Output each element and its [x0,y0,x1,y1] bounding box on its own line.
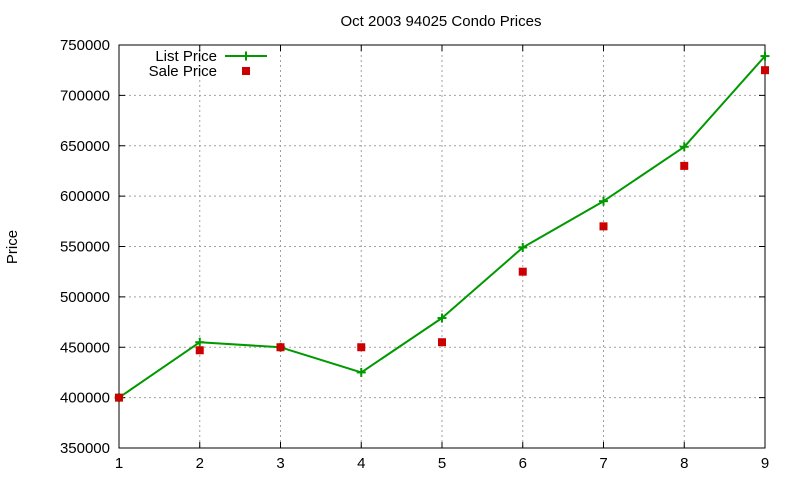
legend-label: Sale Price [149,63,217,80]
axes: 1 2 3 4 5 6 7 8 9 350000 400000 450000 500000 550000 6… [60,37,769,472]
y-tick-label: 650000 [60,138,110,155]
chart-title: Oct 2003 94025 Condo Prices [341,13,542,30]
sale-price-point [518,267,527,276]
x-tick-label: 1 [115,455,123,472]
legend-marker [241,51,251,61]
x-tick-label: 4 [357,455,365,472]
y-tick-label: 600000 [60,188,110,205]
x-tick-label: 9 [761,455,769,472]
list-price-point [760,51,770,61]
list-price-point [679,142,689,152]
list-price-point [518,243,528,253]
list-price-point [437,313,447,323]
grid [119,45,765,448]
y-tick-label: 400000 [60,390,110,407]
sale-price-point [115,393,123,402]
sale-price-point [761,66,769,75]
list-price-point [356,367,366,377]
y-axis-label: Price [4,230,21,264]
sale-price-point [599,222,608,231]
list-price-point [195,337,205,347]
x-tick-label: 7 [599,455,607,472]
sale-price-point [438,338,446,347]
series-layer [114,51,770,403]
sale-price-point [680,161,689,170]
x-tick-label: 3 [276,455,284,472]
y-tick-label: 700000 [60,87,110,104]
y-tick-label: 750000 [60,37,110,54]
list-price-point [599,196,608,206]
y-tick-label: 350000 [60,440,110,457]
x-tick-label: 5 [438,455,446,472]
legend-label: List Price [155,48,217,65]
legend-marker [242,67,250,75]
sale-price-point [195,346,204,355]
y-tick-label: 500000 [60,289,110,306]
x-tick-label: 2 [196,455,204,472]
sale-price-point [357,343,366,352]
y-tick-label: 450000 [60,339,110,356]
x-tick-label: 8 [680,455,688,472]
x-tick-label: 6 [519,455,527,472]
sale-price-point [276,343,285,352]
y-tick-label: 550000 [60,239,110,256]
